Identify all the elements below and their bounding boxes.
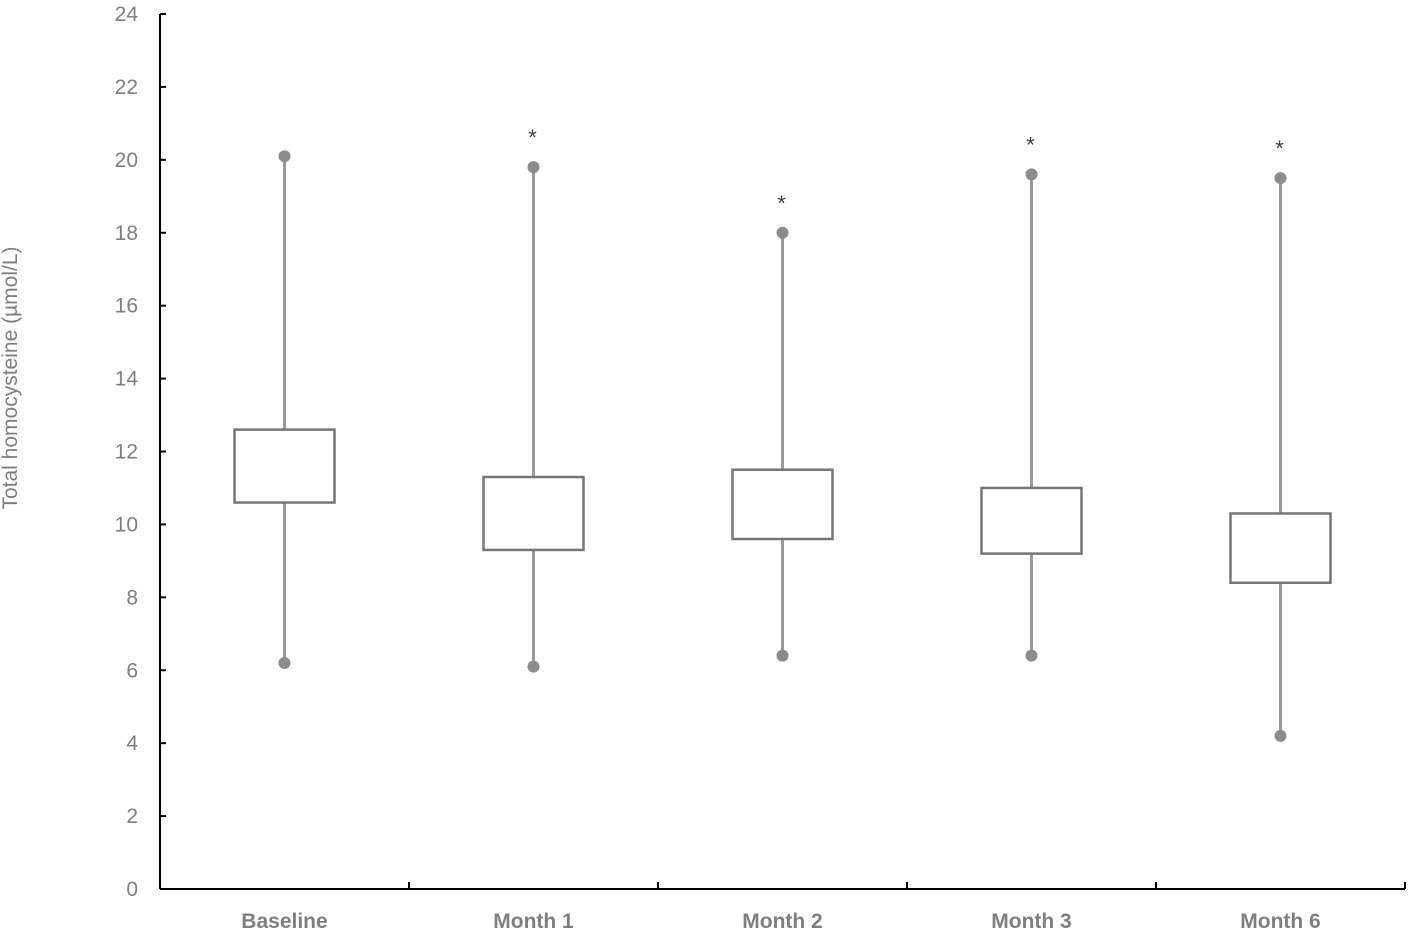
y-tick-label: 0 — [126, 878, 138, 901]
max-point — [527, 161, 540, 174]
box-month-6: * — [1229, 136, 1332, 742]
significance-marker: * — [777, 191, 786, 216]
max-point — [776, 226, 789, 239]
y-tick-label: 14 — [115, 368, 139, 391]
x-category-label: Month 1 — [493, 910, 574, 929]
y-tick-label: 22 — [115, 76, 138, 99]
y-tick-label: 8 — [126, 586, 138, 609]
min-point — [527, 660, 540, 673]
max-point — [1025, 168, 1038, 181]
y-tick-label: 16 — [115, 295, 138, 318]
x-category-label: Baseline — [241, 910, 327, 929]
significance-marker: * — [1026, 132, 1035, 157]
max-point — [278, 150, 291, 163]
min-point — [1274, 729, 1287, 742]
y-tick-label: 6 — [126, 659, 138, 682]
y-tick-label: 2 — [126, 805, 138, 828]
iqr-box — [731, 468, 834, 541]
box-month-3: * — [980, 132, 1083, 662]
min-point — [278, 656, 291, 669]
iqr-box — [980, 486, 1083, 555]
y-tick-label: 12 — [115, 441, 138, 464]
y-axis-label: Total homocysteine (µmol/L) — [0, 246, 22, 509]
box-month-1: * — [482, 125, 585, 673]
x-axis: Baseline Month 1 Month 2 Month 3 Month 6 — [159, 882, 1406, 929]
y-tick-label: 4 — [126, 732, 138, 755]
y-tick-label: 24 — [115, 3, 139, 26]
box-baseline — [233, 150, 336, 669]
x-category-label: Month 3 — [991, 910, 1071, 929]
y-tick-label: 10 — [115, 513, 138, 536]
iqr-box — [1229, 512, 1332, 585]
x-category-label: Month 6 — [1240, 910, 1320, 929]
iqr-box — [233, 428, 336, 504]
significance-marker: * — [1275, 136, 1284, 161]
y-tick-label: 20 — [115, 149, 138, 172]
box-month-2: * — [731, 191, 834, 662]
y-tick-label: 18 — [115, 222, 138, 245]
significance-marker: * — [528, 125, 537, 150]
boxes: * * * * — [233, 125, 1332, 742]
min-point — [1025, 649, 1038, 662]
min-point — [776, 649, 789, 662]
max-point — [1274, 172, 1287, 185]
iqr-box — [482, 475, 585, 552]
x-category-label: Month 2 — [742, 910, 822, 929]
